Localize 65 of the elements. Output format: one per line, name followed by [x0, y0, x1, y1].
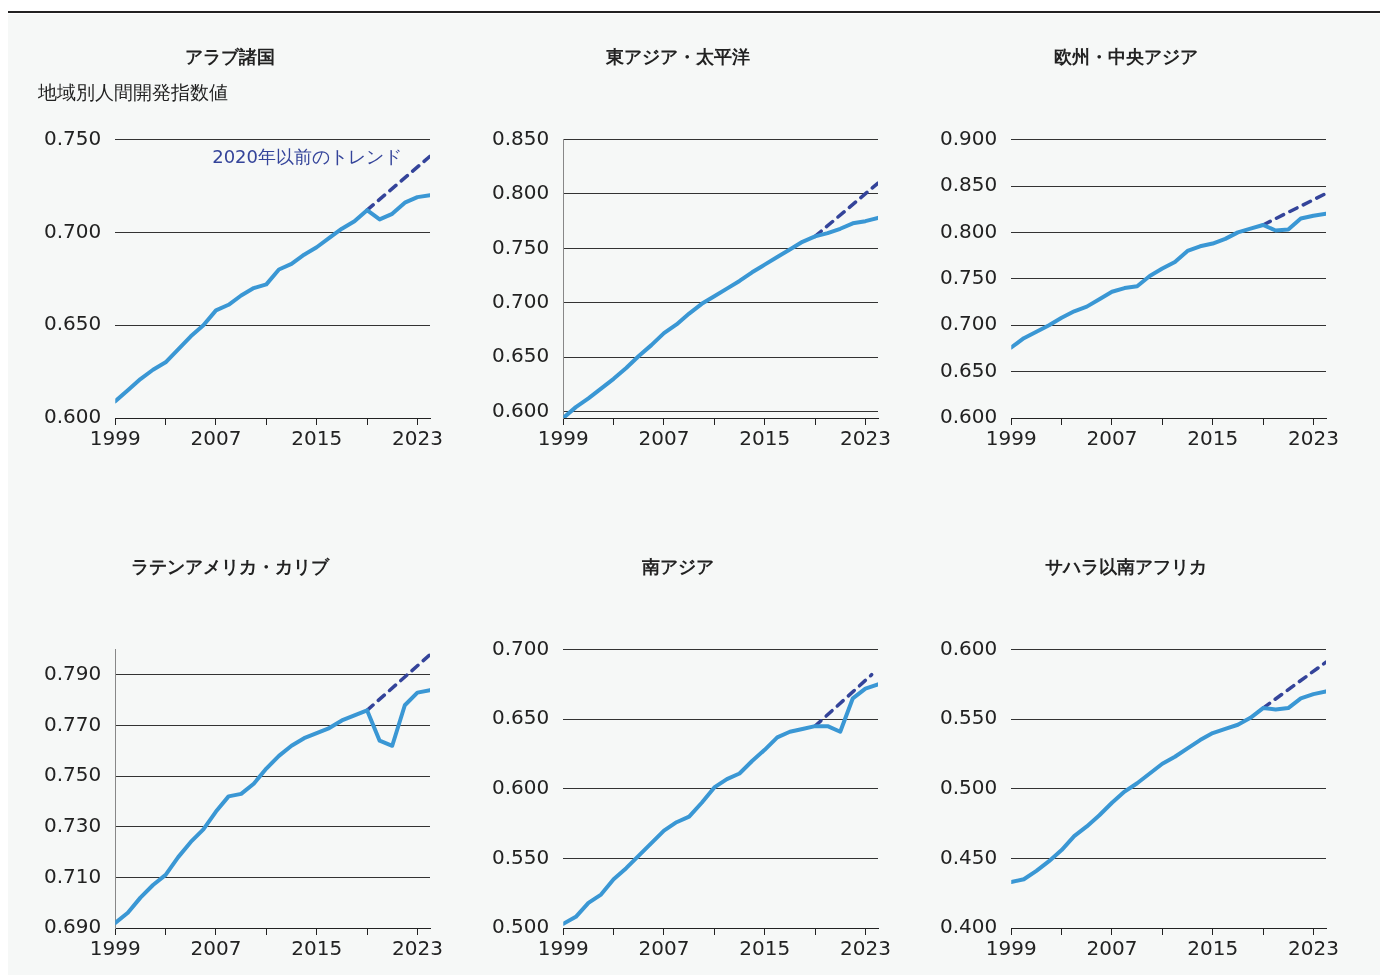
- x-tick-label: 2007: [638, 936, 690, 961]
- chart-title: 東アジア・太平洋: [605, 46, 750, 68]
- x-tick-label: 1999: [89, 936, 141, 961]
- x-tick-label: 2015: [739, 426, 791, 451]
- x-tick-label: 2023: [391, 426, 443, 451]
- y-tick-label: 0.700: [491, 288, 550, 313]
- y-axis-title: 地域別人間開発指数値: [38, 80, 228, 105]
- y-tick-label: 0.900: [939, 125, 998, 150]
- y-tick-label: 0.850: [939, 172, 998, 197]
- chart-title: 南アジア: [641, 556, 714, 578]
- y-tick-label: 0.690: [43, 914, 102, 939]
- chart-title: サハラ以南アフリカ: [1045, 556, 1207, 578]
- x-tick-label: 1999: [985, 426, 1037, 451]
- y-tick-label: 0.750: [43, 762, 102, 787]
- y-tick-label: 0.500: [491, 914, 550, 939]
- x-tick-label: 1999: [89, 426, 141, 451]
- y-tick-label: 0.700: [491, 635, 550, 660]
- y-tick-label: 0.730: [43, 812, 102, 837]
- x-tick-label: 2023: [1287, 426, 1339, 451]
- x-tick-label: 2023: [839, 936, 891, 961]
- y-tick-label: 0.750: [43, 125, 102, 150]
- y-tick-label: 0.600: [43, 404, 102, 429]
- x-tick-label: 1999: [985, 936, 1037, 961]
- y-tick-label: 0.800: [939, 218, 998, 243]
- y-tick-label: 0.400: [939, 914, 998, 939]
- y-tick-label: 0.850: [491, 125, 550, 150]
- y-tick-label: 0.600: [939, 635, 998, 660]
- y-tick-label: 0.750: [939, 265, 998, 289]
- y-tick-label: 0.650: [939, 357, 998, 382]
- y-tick-label: 0.790: [43, 661, 102, 686]
- y-tick-label: 0.650: [43, 311, 102, 336]
- x-tick-label: 2007: [190, 936, 242, 961]
- y-tick-label: 0.600: [491, 775, 550, 799]
- x-tick-label: 1999: [537, 936, 589, 961]
- x-tick-label: 2007: [1086, 936, 1138, 961]
- chart-title: ラテンアメリカ・カリブ: [131, 556, 330, 578]
- series-label: 2020年以前のトレンド: [212, 145, 402, 167]
- y-tick-label: 0.600: [491, 397, 550, 422]
- x-tick-label: 2015: [1187, 426, 1239, 451]
- x-tick-label: 2015: [739, 936, 791, 961]
- x-tick-label: 2015: [291, 426, 343, 451]
- y-tick-label: 0.500: [939, 775, 998, 799]
- x-tick-label: 2007: [1086, 426, 1138, 451]
- y-tick-label: 0.550: [491, 844, 550, 869]
- x-tick-label: 2015: [1187, 936, 1239, 961]
- y-tick-label: 0.800: [491, 180, 550, 205]
- y-tick-label: 0.650: [491, 343, 550, 368]
- x-tick-label: 2007: [190, 426, 242, 451]
- y-tick-label: 0.450: [939, 844, 998, 869]
- y-tick-label: 0.710: [43, 863, 102, 888]
- x-tick-label: 2023: [1287, 936, 1339, 961]
- x-tick-label: 2015: [291, 936, 343, 961]
- y-tick-label: 0.600: [939, 404, 998, 429]
- y-tick-label: 0.700: [43, 218, 102, 243]
- y-tick-label: 0.770: [43, 711, 102, 736]
- y-tick-label: 0.550: [939, 705, 998, 730]
- x-tick-label: 1999: [537, 426, 589, 451]
- x-tick-label: 2023: [839, 426, 891, 451]
- chart-title: アラブ諸国: [185, 46, 275, 68]
- chart-title: 欧州・中央アジア: [1054, 46, 1198, 68]
- y-tick-label: 0.750: [491, 234, 550, 259]
- y-tick-label: 0.650: [491, 705, 550, 730]
- y-tick-label: 0.700: [939, 311, 998, 336]
- x-tick-label: 2007: [638, 426, 690, 451]
- x-tick-label: 2023: [391, 936, 443, 961]
